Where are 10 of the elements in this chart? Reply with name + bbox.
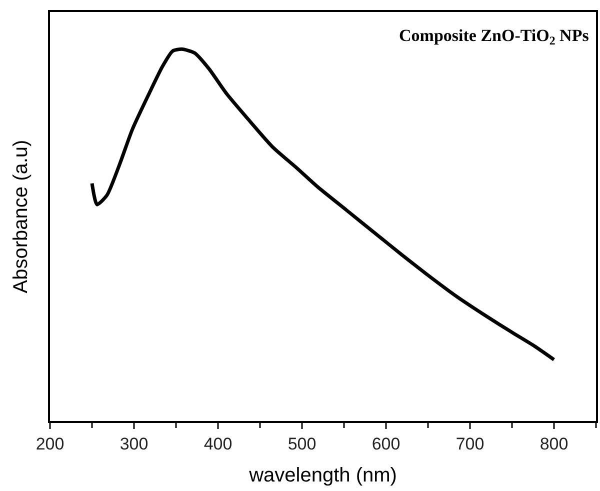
- x-tick-label: 200: [36, 434, 64, 454]
- text: Composite ZnO-TiO$_{2}$ NPs: [399, 26, 590, 48]
- y-axis-title: Absorbance (a.u): [10, 140, 32, 294]
- x-tick-label: 700: [456, 434, 484, 454]
- x-tick-label: 500: [288, 434, 316, 454]
- x-tick-label: 800: [540, 434, 568, 454]
- x-tick-label: 400: [204, 434, 232, 454]
- x-tick-label: 600: [372, 434, 400, 454]
- x-axis-title: wavelength (nm): [248, 464, 397, 486]
- x-tick-label: 300: [120, 434, 148, 454]
